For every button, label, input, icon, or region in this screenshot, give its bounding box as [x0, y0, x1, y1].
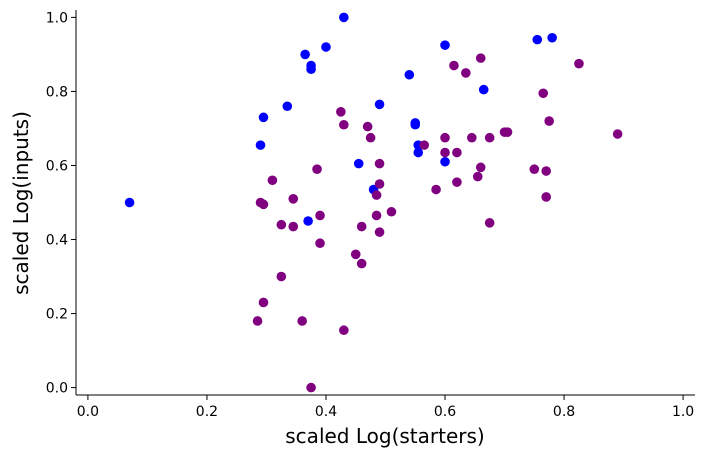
data-point-purple: [276, 271, 287, 282]
x-tick-label: 1.0: [672, 404, 694, 420]
data-point-purple: [541, 192, 552, 202]
data-point-purple: [484, 132, 495, 143]
data-point-purple: [371, 210, 382, 221]
data-point-blue: [413, 147, 424, 158]
data-point-purple: [475, 53, 486, 63]
data-point-purple: [449, 60, 459, 71]
y-tick-label: 0.2: [46, 307, 68, 323]
data-point-purple: [386, 206, 397, 217]
data-point-purple: [356, 221, 367, 232]
data-point-purple: [315, 238, 325, 249]
data-point-blue: [440, 156, 450, 167]
data-point-purple: [452, 147, 462, 158]
data-point-purple: [336, 107, 346, 117]
y-tick-label: 0.4: [46, 233, 68, 249]
y-tick-label: 0.8: [46, 84, 68, 100]
data-point-purple: [467, 132, 477, 143]
y-axis-title: scaled Log(inputs): [9, 111, 33, 295]
axes: 0.0 0.2 0.4 0.6 0.8 1.0 0.0 0.2 0.4 0.6 0.8 1.0: [46, 10, 695, 420]
data-point-blue: [300, 49, 310, 60]
data-point-purple: [339, 119, 349, 130]
data-point-purple: [252, 316, 263, 326]
data-point-blue: [440, 40, 450, 50]
x-tick-label: 0.0: [77, 404, 99, 420]
data-point-blue: [321, 42, 331, 52]
data-point-purple: [484, 218, 495, 228]
data-point-blue: [353, 158, 364, 169]
data-point-purple: [374, 179, 385, 189]
data-point-purple: [440, 147, 450, 158]
data-point-purple: [440, 132, 450, 143]
data-point-purple: [461, 68, 471, 78]
data-point-blue: [258, 112, 269, 123]
y-tick-label: 0.6: [46, 158, 68, 174]
y-tick-label: 1.0: [46, 10, 68, 26]
data-point-blue: [303, 216, 313, 226]
data-point-purple: [574, 58, 584, 69]
data-point-purple: [374, 158, 385, 169]
data-point-purple: [374, 227, 385, 237]
data-point-purple: [306, 382, 316, 393]
data-point-purple: [276, 219, 287, 230]
plot-area: [124, 12, 623, 393]
x-tick-label: 0.2: [196, 404, 218, 420]
x-tick-label: 0.4: [315, 404, 337, 420]
data-point-purple: [267, 175, 278, 186]
data-point-purple: [541, 166, 552, 176]
data-point-purple: [419, 140, 429, 150]
data-point-blue: [478, 84, 489, 95]
x-axis-title: scaled Log(starters): [285, 424, 484, 448]
data-point-purple: [529, 164, 540, 174]
data-point-blue: [532, 34, 543, 45]
data-point-purple: [452, 177, 462, 187]
data-point-purple: [371, 190, 382, 200]
data-point-purple: [258, 297, 269, 308]
x-tick-label: 0.8: [553, 404, 575, 420]
data-point-blue: [404, 69, 415, 80]
data-point-purple: [431, 184, 441, 195]
x-tick-label: 0.6: [434, 404, 456, 420]
data-point-purple: [502, 127, 513, 137]
y-tick-label: 0.0: [46, 381, 68, 397]
data-point-purple: [288, 221, 299, 232]
data-point-purple: [339, 325, 349, 336]
data-point-blue: [374, 99, 385, 110]
data-point-purple: [297, 316, 307, 326]
data-point-blue: [547, 32, 557, 43]
data-point-blue: [306, 64, 316, 75]
data-point-purple: [350, 249, 361, 260]
data-point-blue: [282, 101, 293, 112]
data-point-purple: [356, 258, 367, 269]
data-point-purple: [472, 171, 483, 182]
data-point-blue: [410, 119, 421, 130]
data-point-blue: [339, 12, 349, 23]
data-point-blue: [124, 197, 135, 208]
data-point-purple: [312, 164, 322, 174]
data-point-purple: [475, 162, 486, 173]
data-point-purple: [362, 121, 373, 132]
data-point-purple: [365, 132, 376, 143]
data-point-purple: [544, 116, 554, 126]
data-point-blue: [255, 140, 266, 150]
data-point-purple: [612, 129, 623, 139]
data-point-purple: [315, 210, 325, 221]
data-point-purple: [538, 88, 549, 99]
data-point-purple: [258, 199, 269, 210]
data-point-purple: [288, 193, 299, 204]
